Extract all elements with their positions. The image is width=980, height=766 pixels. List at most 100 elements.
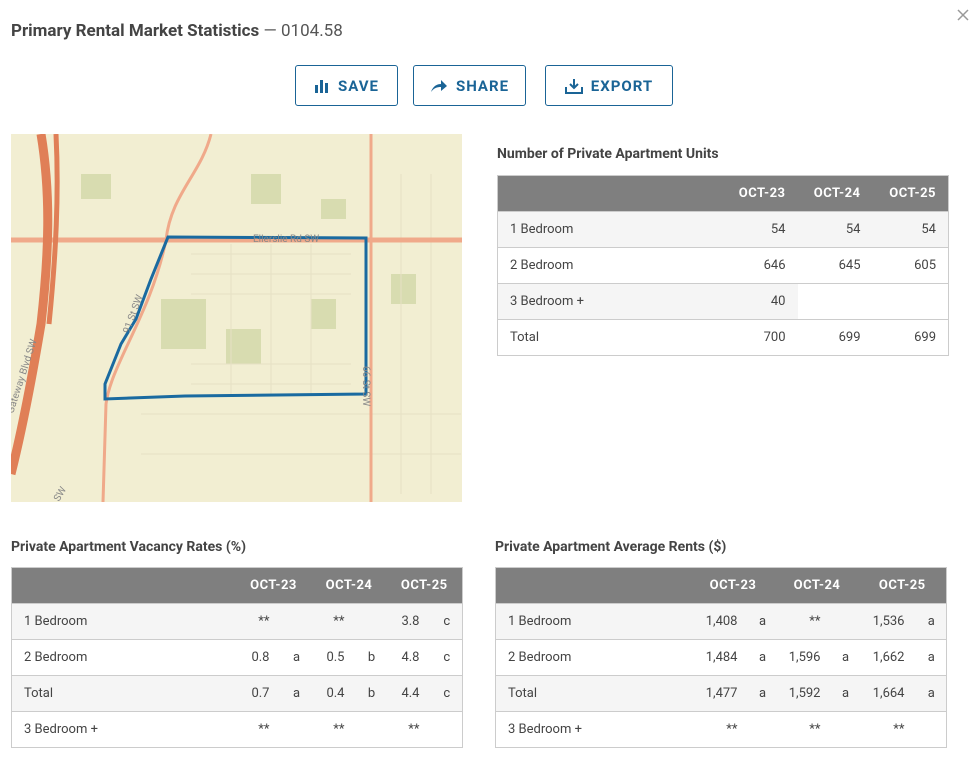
table-row: Total 0.7 a 0.4 b 4.4 c [11, 675, 463, 712]
table-row: 1 Bedroom ** ** 3.8 c [11, 603, 463, 640]
column-header: OCT-25 [858, 567, 947, 604]
cell-value: ** [386, 711, 432, 748]
map-label: SW [52, 485, 69, 502]
cell-value: ** [775, 603, 833, 640]
cell-value: 4.8 [386, 639, 432, 676]
row-label: Total [11, 675, 236, 712]
map-label: 66 St SW [360, 366, 371, 406]
row-label: 2 Bedroom [497, 247, 721, 284]
button-label: SHARE [455, 76, 510, 95]
row-label: 2 Bedroom [11, 639, 236, 676]
column-header: OCT-24 [311, 567, 387, 604]
cell-value: 54 [872, 211, 949, 248]
cell-value: 645 [797, 247, 873, 284]
cell-value: 1,408 [690, 603, 750, 640]
title-text: Primary Rental Market Statistics [11, 21, 260, 41]
cell-value: 1,664 [858, 675, 917, 712]
quality-grade: a [832, 675, 859, 712]
quality-grade [832, 711, 859, 748]
row-label: 1 Bedroom [11, 603, 236, 640]
quality-grade: a [749, 639, 776, 676]
cell-value: ** [311, 603, 357, 640]
button-label: EXPORT [590, 76, 654, 95]
cell-value: 1,484 [690, 639, 750, 676]
quality-grade: a [916, 603, 947, 640]
quality-grade: a [281, 639, 312, 676]
quality-grade [916, 711, 947, 748]
park-areas [81, 174, 416, 364]
table-row: 1 Bedroom 1,408 a ** 1,536 a [495, 603, 947, 640]
cell-value: 40 [720, 283, 798, 320]
cell-value: 54 [720, 211, 798, 248]
save-button[interactable]: SAVE [295, 65, 398, 106]
column-header: OCT-24 [775, 567, 859, 604]
table-row: 3 Bedroom + ** ** ** [495, 711, 947, 748]
data-table: OCT-23 OCT-24 OCT-25 1 Bedroom 54 54 54 2 Bedro… [497, 175, 949, 356]
quality-grade [281, 711, 312, 748]
table-row: 3 Bedroom + ** ** ** [11, 711, 463, 748]
column-header: OCT-23 [690, 567, 776, 604]
button-label: SAVE [338, 76, 379, 95]
share-icon [430, 79, 447, 92]
cell-value: 54 [797, 211, 873, 248]
cell-value: 0.8 [235, 639, 282, 676]
quality-grade [431, 711, 463, 748]
column-header: OCT-23 [235, 567, 312, 604]
row-label: 2 Bedroom [495, 639, 691, 676]
column-header: OCT-23 [720, 175, 798, 212]
cell-value: 0.7 [235, 675, 282, 712]
table-row: 3 Bedroom +40 [497, 283, 949, 320]
cell-value: 4.4 [386, 675, 432, 712]
quality-grade: a [281, 675, 312, 712]
row-label: 3 Bedroom + [495, 711, 691, 748]
quality-grade: c [431, 639, 463, 676]
cell-value: 1,662 [858, 639, 917, 676]
header-cell [495, 567, 691, 604]
column-header: OCT-25 [386, 567, 463, 604]
cell-value: 3.8 [386, 603, 432, 640]
table-row: Total 1,477 a 1,592 a 1,664 a [495, 675, 947, 712]
table-title: Number of Private Apartment Units [497, 146, 719, 162]
quality-grade: a [749, 603, 776, 640]
row-label: Total [495, 675, 691, 712]
cell-value: 1,477 [690, 675, 750, 712]
cell-value: 0.5 [311, 639, 357, 676]
cell-value: ** [311, 711, 357, 748]
save-icon [315, 79, 329, 93]
cell-value: 699 [797, 319, 873, 356]
quality-grade: c [431, 675, 463, 712]
cell-value: 605 [872, 247, 949, 284]
data-table: OCT-23 OCT-24 OCT-25 1 Bedroom 1,408 a ** 1,536… [495, 567, 947, 748]
quality-grade: a [916, 675, 947, 712]
quality-grade [356, 603, 387, 640]
cell-value: 700 [720, 319, 798, 356]
quality-grade [281, 603, 312, 640]
cell-value [797, 283, 873, 320]
quality-grade: b [356, 675, 387, 712]
export-button[interactable]: EXPORT [545, 65, 673, 106]
share-button[interactable]: SHARE [413, 65, 526, 106]
map[interactable]: Ellerslie Rd SW 91 St SW 66 St SW Gatewa… [11, 134, 462, 502]
header-row: OCT-23 OCT-24 OCT-25 [497, 175, 949, 212]
close-button[interactable] [956, 8, 970, 22]
cell-value: 646 [720, 247, 798, 284]
cell-value [872, 283, 949, 320]
row-label: 3 Bedroom + [497, 283, 721, 320]
map-label: Ellerslie Rd SW [253, 234, 319, 245]
cell-value: 1,596 [775, 639, 833, 676]
table-row: 2 Bedroom 0.8 a 0.5 b 4.8 c [11, 639, 463, 676]
roads [11, 134, 462, 502]
cell-value: 0.4 [311, 675, 357, 712]
table-row: 2 Bedroom 646 645 605 [497, 247, 949, 284]
header-row: OCT-23 OCT-24 OCT-25 [495, 567, 947, 604]
cell-value: ** [775, 711, 833, 748]
quality-grade: c [431, 603, 463, 640]
column-header: OCT-25 [872, 175, 949, 212]
row-label: 1 Bedroom [495, 603, 691, 640]
cell-value: 1,592 [775, 675, 833, 712]
header-cell [11, 567, 236, 604]
cell-value: ** [858, 711, 917, 748]
quality-grade [832, 603, 859, 640]
cell-value: ** [690, 711, 750, 748]
